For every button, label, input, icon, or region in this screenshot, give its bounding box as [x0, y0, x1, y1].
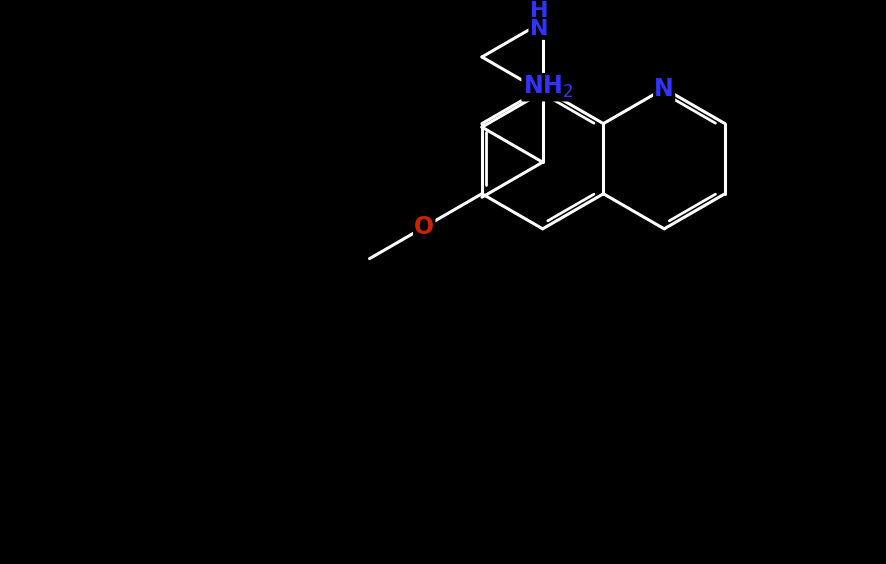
- Text: NH$_2$: NH$_2$: [522, 74, 572, 100]
- Text: N: N: [654, 77, 673, 100]
- Text: O: O: [414, 215, 434, 239]
- Text: H
N: H N: [529, 1, 548, 39]
